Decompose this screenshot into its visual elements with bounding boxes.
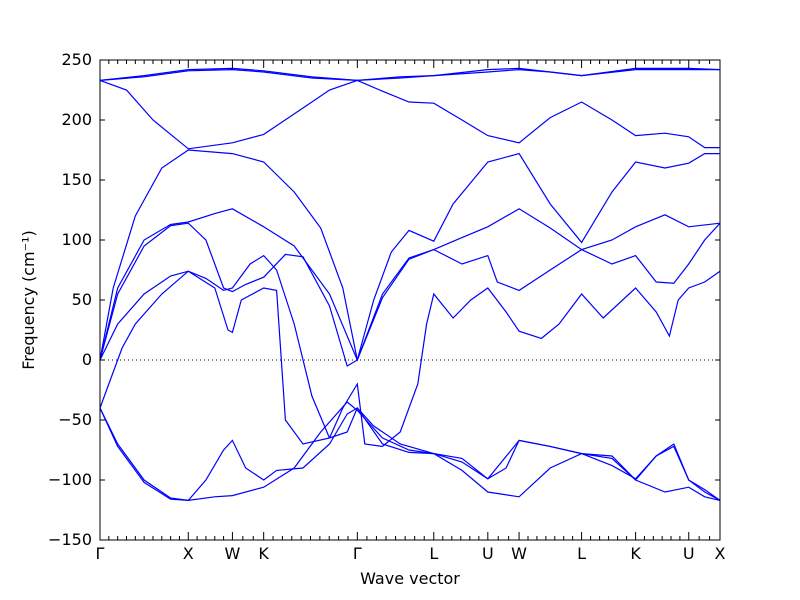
x-tick-label: Γ <box>353 544 362 563</box>
plot-area <box>99 59 721 541</box>
x-tick-label: L <box>577 544 586 563</box>
band-line-8 <box>99 270 721 448</box>
y-tick-label: 50 <box>72 290 92 309</box>
band-line-2 <box>99 67 721 82</box>
x-axis-label: Wave vector <box>360 569 460 588</box>
x-tick-label: X <box>183 544 194 563</box>
x-tick-label: U <box>482 544 494 563</box>
band-line-5 <box>99 208 721 362</box>
band-line-9 <box>99 401 721 502</box>
band-line-4 <box>99 149 720 361</box>
y-tick-label: 100 <box>61 230 92 249</box>
x-tick-label: X <box>715 544 726 563</box>
x-tick-label: K <box>630 544 641 563</box>
band-line-6 <box>99 222 721 367</box>
y-tick-label: −150 <box>48 530 92 549</box>
band-line-3 <box>99 79 720 150</box>
y-axis-label: Frequency (cm⁻¹) <box>19 230 38 369</box>
x-tick-label: W <box>511 544 527 563</box>
y-tick-label: 0 <box>82 350 92 369</box>
x-tick-label: Γ <box>96 544 105 563</box>
y-tick-label: 150 <box>61 170 92 189</box>
y-tick-label: 200 <box>61 110 92 129</box>
y-axis: −150 −100 −50 0 50 100 150 200 250 <box>48 50 720 549</box>
plot-frame <box>99 59 721 541</box>
band-line-10 <box>99 407 721 502</box>
x-tick-label: K <box>258 544 269 563</box>
x-tick-label: W <box>225 544 241 563</box>
y-tick-label: −50 <box>58 410 92 429</box>
x-tick-label: L <box>429 544 438 563</box>
y-tick-label: −100 <box>48 470 92 489</box>
y-tick-label: 250 <box>61 50 92 69</box>
x-tick-label: U <box>683 544 695 563</box>
band-line-7 <box>99 254 721 501</box>
